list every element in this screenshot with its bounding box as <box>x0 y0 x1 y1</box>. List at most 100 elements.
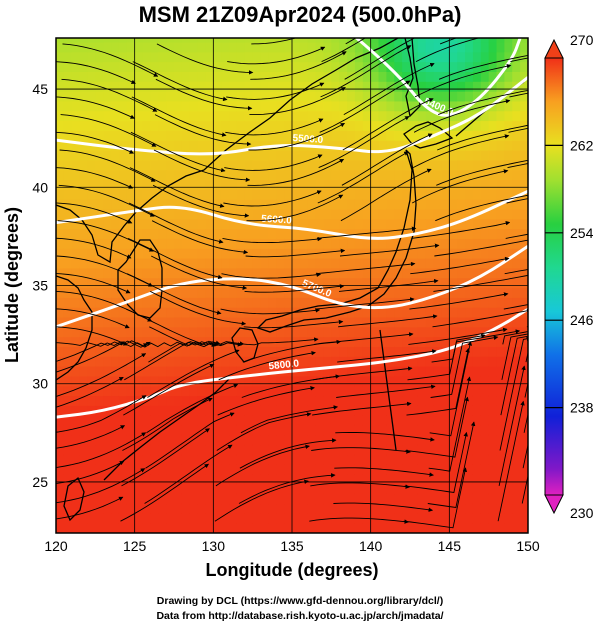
field-cell <box>252 267 262 279</box>
field-cell <box>71 140 81 151</box>
field-cell <box>307 464 317 475</box>
field-cell <box>56 297 65 308</box>
field-cell <box>284 38 293 43</box>
field-cell <box>221 287 230 298</box>
field-cell <box>87 424 96 436</box>
field-cell <box>339 366 348 377</box>
field-cell <box>347 130 356 141</box>
field-cell <box>111 218 120 230</box>
field-cell <box>457 91 466 102</box>
field-cell <box>134 149 144 161</box>
field-cell <box>394 405 403 416</box>
field-cell <box>118 523 128 533</box>
field-cell <box>158 493 167 505</box>
field-cell <box>174 267 183 279</box>
field-cell <box>331 464 340 475</box>
field-cell <box>276 238 285 249</box>
field-cell <box>457 513 466 524</box>
field-cell <box>87 179 96 190</box>
field-cell <box>433 248 443 259</box>
field-cell <box>103 81 112 92</box>
field-cell <box>276 258 285 269</box>
field-cell <box>378 218 387 230</box>
field-cell <box>402 228 411 239</box>
field-cell <box>299 38 309 43</box>
field-cell <box>370 179 380 190</box>
field-cell <box>299 277 309 289</box>
field-cell <box>362 267 372 279</box>
field-cell <box>496 159 505 171</box>
field-cell <box>229 81 238 92</box>
field-cell <box>449 51 458 63</box>
field-cell <box>79 444 89 456</box>
field-cell <box>504 287 513 298</box>
field-cell <box>402 493 411 505</box>
field-cell <box>402 336 411 347</box>
field-cell <box>268 415 277 426</box>
field-cell <box>323 38 332 43</box>
field-cell <box>229 267 238 279</box>
field-cell <box>197 189 207 200</box>
field-cell <box>118 385 128 397</box>
field-cell <box>299 267 309 279</box>
field-cell <box>229 395 238 406</box>
field-cell <box>347 375 356 387</box>
field-cell <box>307 61 317 72</box>
field-cell <box>229 483 238 495</box>
field-cell <box>410 444 419 456</box>
field-cell <box>213 483 222 495</box>
field-cell <box>252 346 262 357</box>
field-cell <box>465 424 474 436</box>
streamline <box>56 255 153 287</box>
contour-label: 5600.0 <box>261 214 293 227</box>
field-cell <box>268 503 277 514</box>
field-cell <box>252 326 262 338</box>
field-cell <box>166 248 175 259</box>
field-cell <box>410 120 419 131</box>
field-cell <box>236 248 246 259</box>
streamline <box>56 496 124 520</box>
field-cell <box>260 307 269 318</box>
field-cell <box>394 120 403 131</box>
field-cell <box>213 287 222 298</box>
field-cell <box>95 356 104 367</box>
field-cell <box>512 140 521 151</box>
field-cell <box>299 228 309 239</box>
field-cell <box>260 159 269 171</box>
field-cell <box>158 346 167 357</box>
field-cell <box>457 61 466 72</box>
field-cell <box>118 405 128 416</box>
field-cell <box>362 503 372 514</box>
field-cell <box>362 81 372 92</box>
field-cell <box>244 81 254 92</box>
field-cell <box>174 356 183 367</box>
streamline <box>315 261 416 275</box>
field-cell <box>417 199 427 210</box>
field-cell <box>307 346 317 357</box>
field-cell <box>95 120 104 131</box>
field-cell <box>410 189 419 200</box>
field-cell <box>260 385 269 397</box>
field-cell <box>362 444 372 456</box>
field-cell <box>134 297 144 308</box>
streamline <box>131 96 227 137</box>
field-cell <box>410 307 419 318</box>
field-cell <box>386 91 395 102</box>
field-cell <box>354 91 364 102</box>
field-cell <box>480 434 490 446</box>
field-cell <box>378 71 387 82</box>
field-cell <box>174 51 183 63</box>
field-cell <box>213 356 222 367</box>
field-cell <box>205 120 214 131</box>
field-cell <box>79 424 89 436</box>
field-cell <box>362 307 372 318</box>
field-cell <box>410 366 419 377</box>
field-cell <box>229 130 238 141</box>
field-cell <box>331 81 340 92</box>
streamline <box>506 198 528 204</box>
field-cell <box>480 375 490 387</box>
field-cell <box>205 513 214 524</box>
field-cell <box>417 483 427 495</box>
streamline <box>59 149 156 182</box>
field-cell <box>307 434 317 446</box>
